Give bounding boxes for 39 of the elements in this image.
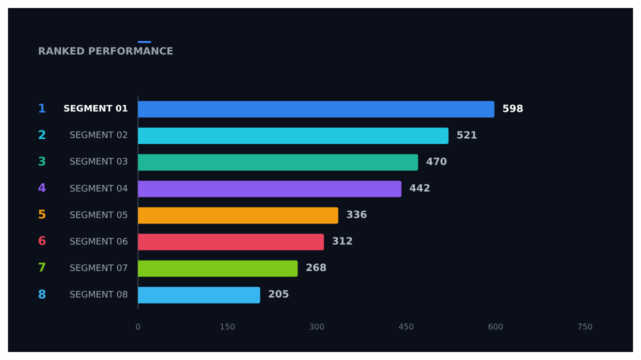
x-tick-label: 300: [309, 322, 324, 332]
text: 1: [38, 101, 46, 116]
y-tick-label: SEGMENT 06: [70, 237, 128, 248]
y-tick-label: SEGMENT 02: [70, 131, 128, 142]
text: 5: [38, 208, 46, 222]
bar: [138, 154, 418, 171]
data-label: 336: [346, 210, 368, 222]
text: 6: [38, 234, 46, 248]
data-label: 312: [332, 236, 353, 248]
bar: [138, 207, 338, 224]
y-tick-label: SEGMENT 04: [70, 184, 128, 194]
x-tick-label: 150: [220, 322, 236, 332]
data-label: 521: [456, 130, 478, 142]
bar: [138, 260, 298, 277]
y-tick-label: SEGMENT 07: [70, 264, 128, 274]
bar: [138, 234, 324, 250]
data-label: 205: [268, 290, 290, 301]
y-tick-label: SEGMENT 08: [70, 290, 128, 300]
data-label: 598: [502, 104, 524, 115]
data-label: 442: [409, 184, 430, 195]
bar: [138, 101, 494, 118]
x-tick-label: 450: [398, 322, 414, 332]
x-tick-label: 600: [488, 322, 504, 332]
data-label: 268: [306, 263, 327, 274]
text: 2: [38, 128, 46, 142]
y-tick-label: SEGMENT 03: [70, 158, 128, 168]
text: 4: [38, 181, 46, 196]
bar: [138, 286, 260, 304]
chart-title: RANKED PERFORMANCE: [38, 46, 174, 58]
data-label: 470: [426, 156, 448, 168]
bar: [138, 180, 402, 198]
bar: [138, 128, 449, 144]
text: 8: [38, 287, 46, 302]
x-tick-label: 750: [577, 322, 593, 332]
y-tick-label: SEGMENT 01: [64, 104, 128, 115]
text: 3: [38, 154, 46, 168]
y-tick-label: SEGMENT 05: [70, 210, 128, 221]
x-tick-label: 0: [135, 322, 141, 332]
text: 7: [38, 260, 46, 275]
